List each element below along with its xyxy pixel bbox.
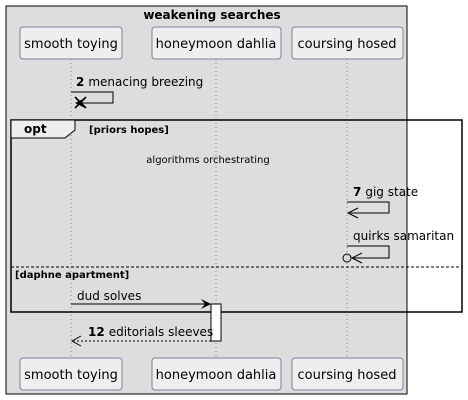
message-label: 12 editorials sleeves [88, 325, 213, 339]
participant-top-coursing-hosed[interactable]: coursing hosed [291, 26, 404, 60]
activation-bar [210, 303, 222, 342]
circle-end-icon [342, 253, 352, 263]
message-label: 7 gig state [353, 185, 418, 199]
fragment-keyword: opt [24, 122, 47, 136]
participant-label: coursing hosed [298, 368, 397, 383]
fragment-guard: [daphne apartment] [15, 270, 129, 281]
participant-label: honeymoon dahlia [156, 368, 277, 383]
message-return: 12 editorials sleeves [70, 325, 213, 347]
message-label: dud solves [77, 289, 141, 303]
box-title: weakening searches [143, 8, 280, 22]
message-self-destroy: 2 menacing breezing [71, 75, 203, 109]
box-background [5, 5, 408, 395]
participant-top-honeymoon-dahlia[interactable]: honeymoon dahlia [151, 26, 282, 60]
participant-label: honeymoon dahlia [156, 37, 277, 52]
message-label: quirks samaritan [353, 229, 454, 243]
participant-bottom-coursing-hosed[interactable]: coursing hosed [291, 357, 404, 391]
message-call: dud solves [71, 289, 211, 309]
participant-bottom-honeymoon-dahlia[interactable]: honeymoon dahlia [151, 357, 282, 391]
participant-label: smooth toying [24, 37, 118, 52]
opt-fragment: opt [priors hopes] algorithms orchestrat… [10, 119, 463, 313]
participant-bottom-smooth-toying[interactable]: smooth toying [19, 357, 123, 391]
fragment-guard: [priors hopes] [89, 125, 169, 136]
message-self: 7 gig state [346, 185, 418, 219]
destroy-icon [74, 96, 87, 109]
message-self-circle: quirks samaritan [342, 229, 454, 264]
participant-top-smooth-toying[interactable]: smooth toying [19, 26, 123, 60]
participant-label: coursing hosed [298, 37, 397, 52]
message-label: 2 menacing breezing [76, 75, 203, 89]
participant-label: smooth toying [24, 368, 118, 383]
delay-label: algorithms orchestrating [146, 155, 269, 166]
